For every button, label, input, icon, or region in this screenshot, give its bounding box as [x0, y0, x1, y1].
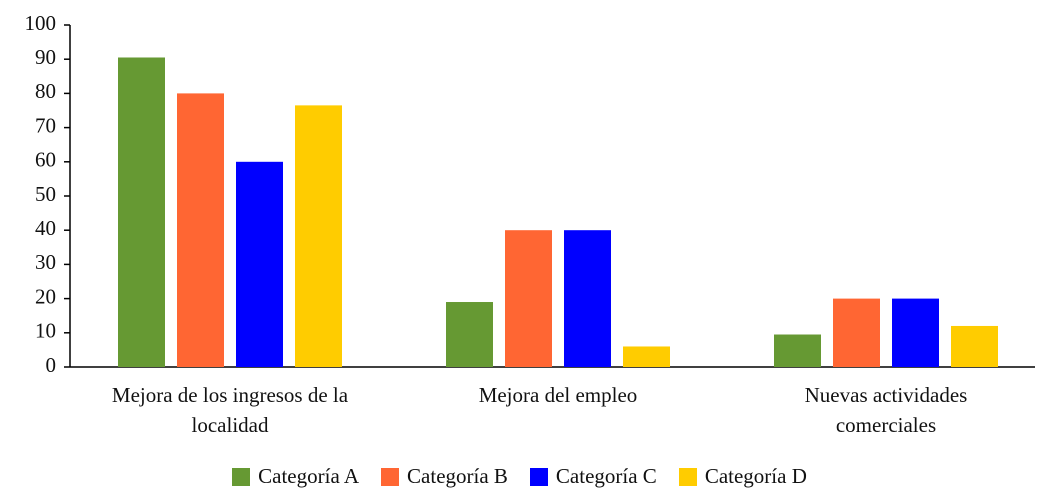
- bar: [564, 230, 611, 367]
- legend: Categoría A Categoría B Categoría C Categor…: [0, 464, 1039, 489]
- bar: [177, 93, 224, 368]
- legend-item: Categoría D: [678, 464, 807, 489]
- y-tick-label: 90: [35, 45, 56, 69]
- x-tick-label: Mejora de los ingresos de la localidad: [111, 383, 349, 437]
- bar: [892, 298, 939, 367]
- legend-swatch: [232, 467, 251, 486]
- bar: [295, 105, 342, 368]
- legend-item: Categoría C: [529, 464, 657, 489]
- legend-item: Categoría B: [381, 464, 508, 489]
- legend-swatch: [381, 467, 400, 486]
- bar: [623, 346, 670, 367]
- legend-item: Categoría A: [232, 464, 359, 489]
- y-tick-label: 100: [25, 11, 57, 35]
- bar: [118, 57, 165, 368]
- legend-label: Categoría B: [407, 464, 508, 488]
- y-tick-label: 80: [35, 79, 56, 103]
- y-tick-label: 60: [35, 148, 56, 172]
- x-tick-label: Mejora del empleo: [478, 383, 638, 407]
- legend-label: Categoría A: [258, 464, 360, 488]
- y-tick-label: 70: [35, 113, 56, 137]
- bar: [236, 161, 283, 367]
- legend-label: Categoría C: [555, 464, 657, 488]
- legend-swatch: [529, 467, 548, 486]
- y-tick-label: 50: [35, 182, 56, 206]
- y-tick-label: 20: [35, 284, 56, 308]
- legend-label: Categoría D: [704, 464, 807, 488]
- x-tick-label: Nuevas actividades comerciales: [804, 383, 968, 437]
- bar: [505, 230, 552, 367]
- bar: [774, 334, 821, 367]
- y-tick-label: 0: [46, 353, 57, 377]
- legend-swatch: [678, 467, 697, 486]
- y-tick-label: 30: [35, 250, 56, 274]
- bar: [446, 302, 493, 367]
- bar: [951, 325, 998, 367]
- y-tick-label: 10: [35, 319, 56, 343]
- y-tick-label: 40: [35, 216, 56, 240]
- bar: [833, 298, 880, 367]
